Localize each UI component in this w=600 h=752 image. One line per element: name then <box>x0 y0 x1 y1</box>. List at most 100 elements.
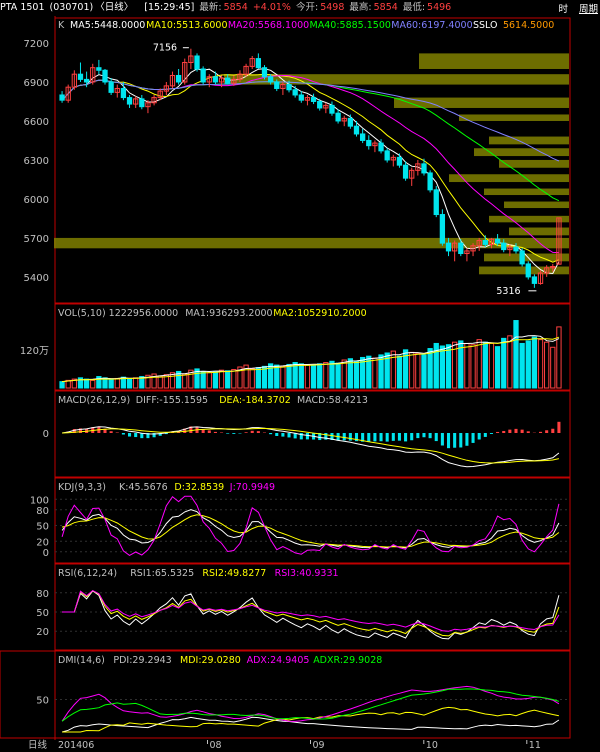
symbol-name: PTA 1501 <box>0 2 45 13</box>
volume-bar <box>513 320 519 389</box>
candle-body <box>482 240 488 245</box>
volume-bar <box>501 337 507 389</box>
candle-body <box>261 67 268 78</box>
volume-bar <box>200 370 206 389</box>
tab-cycle[interactable]: 周期 <box>578 4 598 15</box>
x-axis-label: 08 <box>210 740 222 751</box>
candle-body <box>126 97 133 105</box>
volume-bar <box>96 376 102 389</box>
volume-bar <box>243 364 249 389</box>
legend-macd26129: MACD(26,12,9) <box>58 395 130 406</box>
volume-bar <box>317 363 323 389</box>
volume-profile-bar <box>479 266 569 275</box>
volume-bar <box>507 335 513 389</box>
low-price: 5496 <box>427 2 452 13</box>
candle-body <box>249 58 255 67</box>
legend-adxr: ADXR:29.9028 <box>313 655 382 666</box>
volume-bar <box>550 346 556 389</box>
volume-bar <box>145 374 151 389</box>
candle-body <box>243 65 249 75</box>
candle-body <box>452 242 458 252</box>
candle-body <box>323 104 329 109</box>
volume-bar <box>231 369 237 389</box>
quote-time: [15:29:45] <box>144 2 195 13</box>
kdj-tick-label: 0 <box>43 548 49 559</box>
volume-bar <box>464 342 470 389</box>
rsi1-line <box>62 590 560 640</box>
candle-body <box>83 78 90 83</box>
volume-bar <box>83 378 90 389</box>
volume-bar <box>378 354 384 389</box>
volume-profile-bar <box>419 53 569 69</box>
volume-bar <box>267 363 274 389</box>
volume-profile-bar <box>499 159 569 168</box>
volume-bar <box>261 365 268 389</box>
volume-bar <box>494 346 501 389</box>
candle-body <box>402 164 409 179</box>
candle-body <box>102 69 108 83</box>
candle-body <box>347 117 354 127</box>
candle-body <box>317 100 323 109</box>
volume-bar <box>525 340 531 389</box>
candle-body <box>366 139 372 147</box>
price-tick-label: 6600 <box>24 117 49 128</box>
kdj-tick-label: 100 <box>30 495 49 506</box>
volume-bar <box>482 341 488 389</box>
candle-body <box>163 85 169 92</box>
dmi-axis-box <box>0 650 56 739</box>
volume-bar <box>458 340 464 389</box>
volume-bar <box>139 376 145 389</box>
candle-body <box>237 73 243 80</box>
volume-profile-bar <box>394 97 569 108</box>
candle-body <box>200 68 206 83</box>
candle-body <box>59 94 65 101</box>
legend-ma60: MA60:6197.4000 <box>391 20 472 31</box>
volume-bar <box>108 378 114 389</box>
rsi-tick-label: 50 <box>36 608 49 619</box>
price-tick-label: 5400 <box>24 273 49 284</box>
volume-bar <box>476 339 482 389</box>
legend-d: D:32.8539 <box>174 482 224 493</box>
x-axis-label: 09 <box>313 740 325 751</box>
candle-body <box>212 76 219 83</box>
volume-bar <box>237 366 243 389</box>
low-label: 最低: <box>402 2 426 13</box>
legend-sslo: SSLO <box>473 20 498 31</box>
volume-bar <box>409 351 415 389</box>
low-annotation: 5316 <box>496 286 520 297</box>
volume-profile-bar <box>489 136 569 145</box>
open-label: 今开: <box>295 2 319 13</box>
legend-mdi: MDI:29.0280 <box>180 655 241 666</box>
legend-ma2: MA2:1052910.2000 <box>273 308 366 319</box>
candle-body <box>372 142 378 147</box>
candle-body <box>415 163 421 171</box>
candle-body <box>157 90 163 99</box>
candle-body <box>513 246 519 252</box>
candle-body <box>396 156 403 166</box>
volume-bar <box>335 362 341 389</box>
volume-profile-bar <box>504 201 569 209</box>
kdj-tick-label: 20 <box>36 537 49 548</box>
candle-body <box>329 104 335 114</box>
volume-bar <box>384 352 390 389</box>
volume-bar <box>71 378 77 389</box>
rsi3-line <box>62 590 560 632</box>
candle-body <box>139 98 145 108</box>
tab-time[interactable]: 时 <box>558 4 568 15</box>
high-annotation: 7156 <box>153 43 177 54</box>
macd-diff-line <box>62 426 560 468</box>
candle-body <box>501 242 507 251</box>
volume-bar <box>133 377 139 389</box>
volume-bar <box>218 369 225 389</box>
volume-profile-bar <box>224 74 569 85</box>
legend-ma5: MA5:5448.0000 <box>70 20 145 31</box>
volume-bar <box>126 378 133 389</box>
ma5-line <box>61 68 560 275</box>
candle-body <box>409 169 415 179</box>
candle-body <box>433 189 439 216</box>
volume-bar <box>310 365 317 389</box>
volume-bar <box>182 373 188 389</box>
legend-dmi146: DMI(14,6) <box>58 655 105 666</box>
legend-kdj933: KDJ(9,3,3) <box>58 482 106 493</box>
